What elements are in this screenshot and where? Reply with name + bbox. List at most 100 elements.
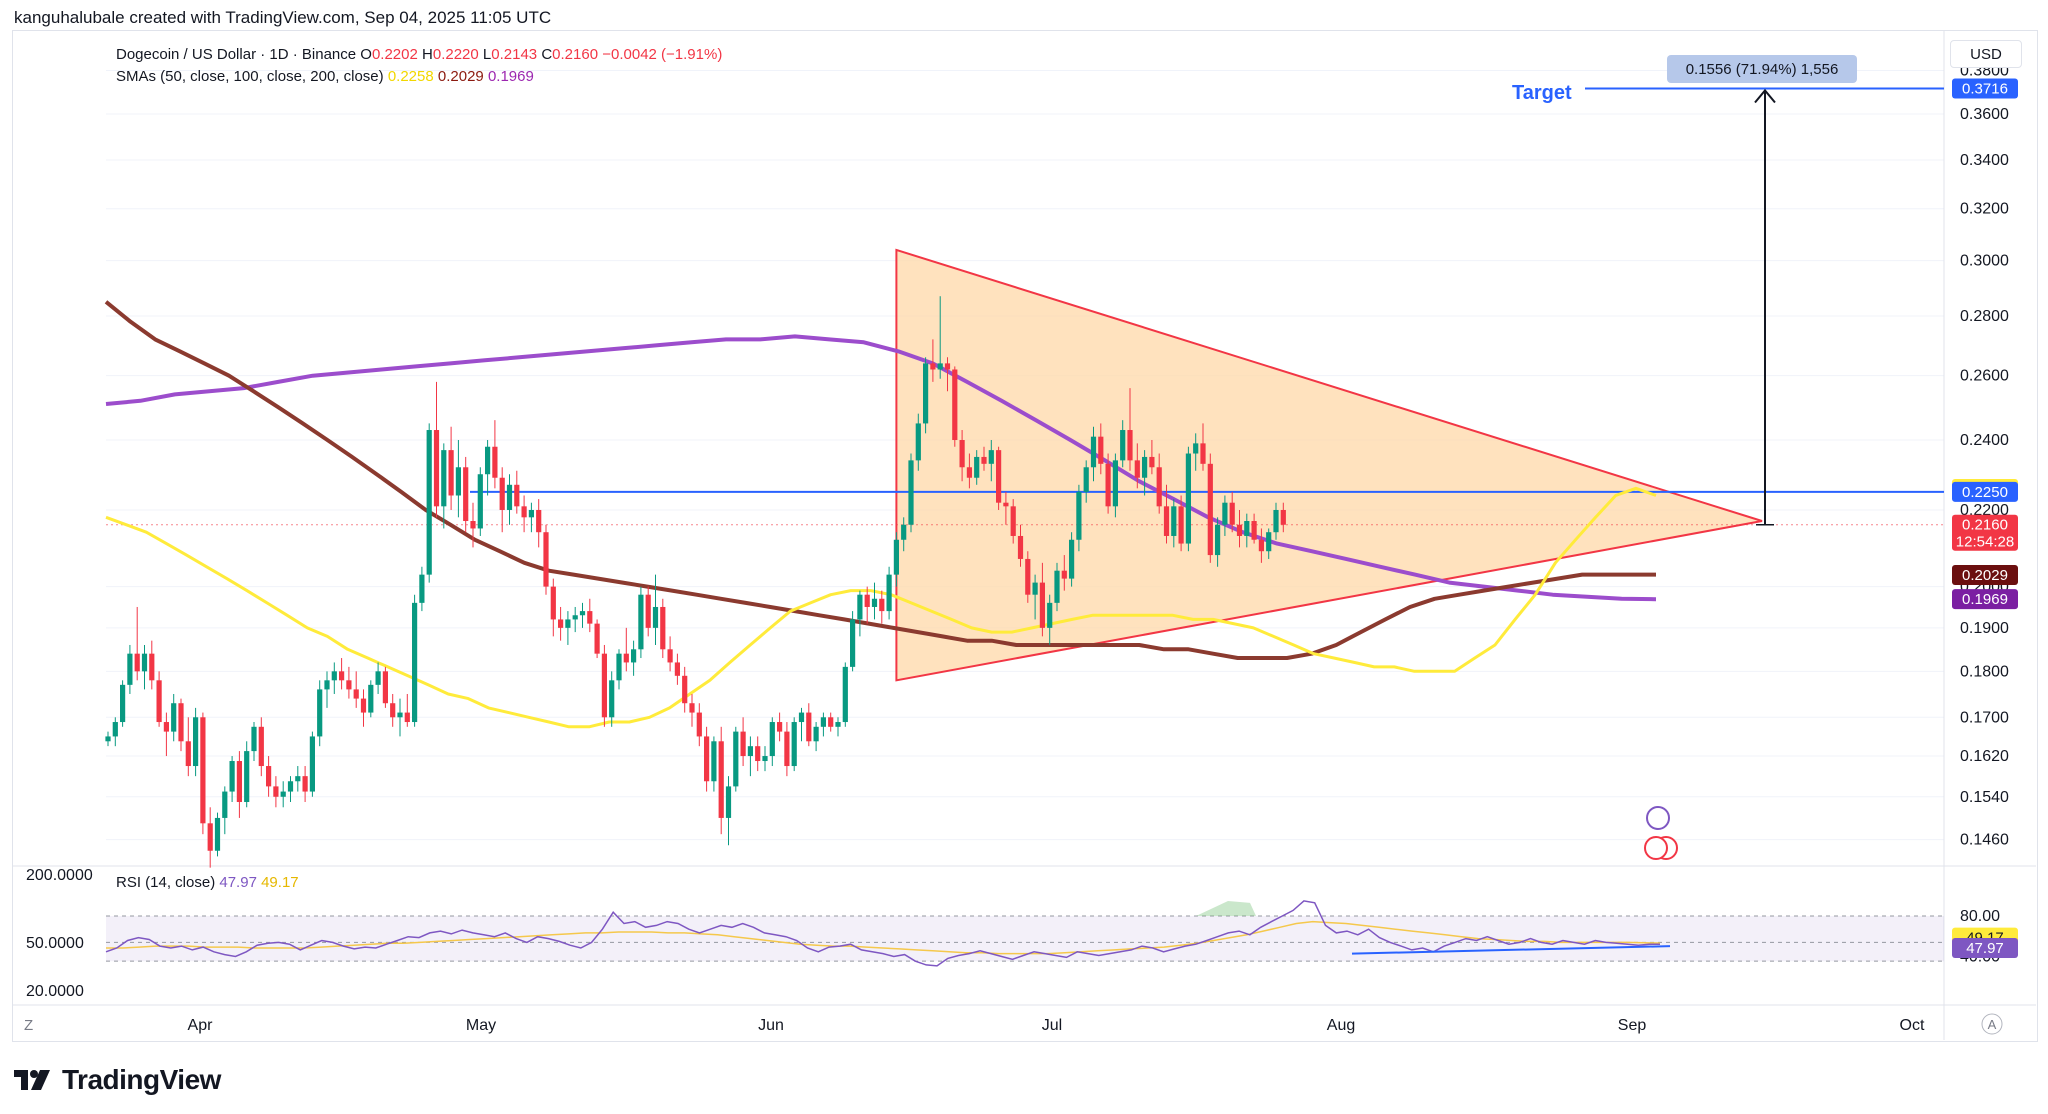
symbol-name[interactable]: Dogecoin / US Dollar · 1D · Binance [116,46,357,63]
candle-body [769,722,775,757]
candle-body [1258,539,1264,552]
candle-body [886,574,892,612]
candle-body [638,594,644,650]
price-tick-label: 0.3200 [1960,201,2009,218]
candle-body [689,703,695,713]
price-tick-label: 0.3000 [1960,253,2009,270]
candle-body [105,736,111,742]
candle-body [163,722,169,732]
candle-body [974,456,980,478]
sma200-line [105,334,1657,602]
candle-body [251,726,257,752]
time-tick-label: Jul [1042,1017,1062,1034]
candle-body [696,712,702,737]
candle-body [266,766,272,787]
candle-body [222,791,228,818]
candle-body [908,460,914,525]
rsi-ma-line [106,920,1661,955]
high-label: H [422,46,433,63]
candle-body [930,363,936,370]
candle-body [185,741,191,767]
candle-body [1003,502,1009,507]
candle-body [879,598,885,612]
candle-body [244,751,250,803]
price-tick-label: 0.2200 [1960,502,2009,519]
time-tick-label: Oct [1900,1017,1925,1034]
candle-body [528,509,534,518]
candle-body [141,653,148,672]
candle-body [966,467,972,478]
candle-body [1163,506,1170,536]
price-tick-label: 0.1460 [1960,832,2009,849]
candle-body [309,736,315,792]
candle-body [704,736,710,782]
candle-body [601,653,607,718]
candle-body [236,761,242,803]
candle-body [448,450,454,496]
candle-body [762,756,768,762]
candle-body [594,623,600,654]
candle-body [784,731,790,767]
candle-body [521,506,527,518]
candle-body [1025,558,1031,595]
candle-body [506,484,513,510]
candle-body [850,619,856,667]
price-badge-label: 0.2250 [1962,484,2008,501]
candle-body [214,817,221,851]
candle-body [667,649,673,663]
candle-body [536,509,542,533]
sma-indicator-label[interactable]: SMAs (50, close, 100, close, 200, close) [116,68,384,85]
tradingview-logo-text: TradingView [62,1064,221,1095]
candle-body [207,823,213,851]
high-value: 0.2220 [432,46,479,63]
chart-credit: kanguhalubale created with TradingView.c… [14,8,552,27]
sma200-value: 0.1969 [487,68,534,85]
candle-body [463,467,469,522]
candle-body [1105,463,1111,507]
candle-body [441,450,447,507]
sma100-line [104,300,1656,660]
candle-body [791,722,797,767]
candle-body [1134,460,1140,478]
time-tick-label: Apr [188,1017,214,1034]
price-tick-label: 0.1620 [1960,748,2009,765]
candle-body [579,611,586,616]
candle-body [485,446,491,475]
candle-body [433,430,440,507]
candle-body [828,717,834,727]
candle-body [981,456,987,464]
rsi-indicator-label[interactable]: RSI (14, close) [116,874,216,891]
measure-arrowhead [1754,88,1776,104]
candle-body [915,423,921,461]
rsi-trendline [1351,945,1671,955]
candle-body [682,675,688,704]
candle-body [923,363,929,424]
price-badge [1952,565,2018,586]
price-tick-label: 0.1900 [1960,620,2009,637]
candle-body [718,741,724,818]
candle-body [901,524,907,540]
sma100-value: 0.2029 [437,68,484,85]
price-tick-label: 0.2400 [1960,432,2009,449]
price-tick-label: 0.1800 [1960,663,2009,680]
price-badge [1952,481,2018,502]
price-badge-label: 0.1969 [1962,591,2008,608]
currency-selector[interactable]: USD [1950,40,2022,68]
price-tick-label: 0.3400 [1960,152,2009,169]
candle-body [149,653,155,681]
change-value: −0.0042 (−1.91%) [602,46,723,63]
candle-body [623,653,629,663]
candle-body [1069,539,1075,579]
candle-body [806,712,812,742]
candle-body [572,615,578,620]
candle-body [112,722,118,737]
price-badge-label: 0.2160 [1962,517,2008,534]
candle-body [857,594,863,620]
candle-body [229,761,235,792]
auto-scale-icon [1981,1013,2003,1035]
candle-body [492,446,498,478]
rsi-overbought-fill [1196,900,1256,916]
candle-body [674,662,680,676]
tradingview-logo-icon [14,1070,50,1090]
